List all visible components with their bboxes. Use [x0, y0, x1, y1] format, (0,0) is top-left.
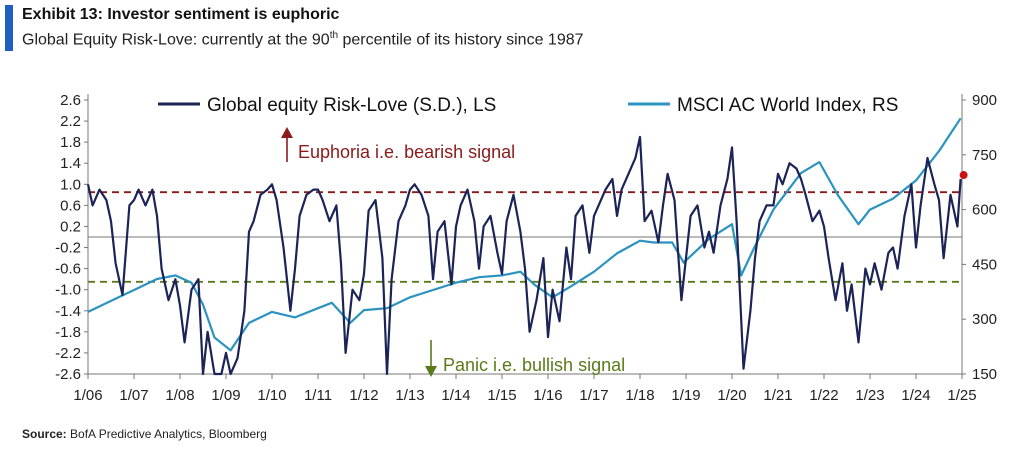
- panic-arrow-down-icon: [425, 366, 437, 377]
- left-tick-label: -1.0: [55, 282, 81, 299]
- x-tick-label: 1/10: [257, 387, 286, 404]
- chart-title: Exhibit 13: Investor sentiment is euphor…: [22, 6, 340, 23]
- source-text: BofA Predictive Analytics, Bloomberg: [66, 427, 267, 441]
- source-label: Source:: [22, 427, 67, 441]
- panic-annotation: Panic i.e. bullish signal: [443, 355, 625, 375]
- risk-love-series-line: [86, 135, 962, 376]
- current-value-dot: [959, 171, 968, 180]
- x-tick-label: 1/06: [73, 387, 102, 404]
- legend-label-msci: MSCI AC World Index, RS: [677, 95, 898, 116]
- msci-world-series-line: [87, 117, 962, 352]
- left-tick-label: 1.8: [60, 134, 81, 151]
- chart-subtitle: Global Equity Risk-Love: currently at th…: [22, 30, 584, 49]
- euphoria-arrow-up-icon: [281, 127, 293, 138]
- x-tick-label: 1/25: [947, 387, 976, 404]
- right-tick-label: 300: [972, 311, 997, 328]
- chart-axes: 2.6 2.2 1.8 1.4 1.0 0.6 0.2 -0.2 -0.6 -1.0 -1.4 -1.…: [55, 92, 997, 404]
- x-tick-label: 1/21: [763, 387, 792, 404]
- left-tick-label: 2.2: [60, 113, 81, 130]
- right-tick-label: 900: [972, 92, 997, 109]
- x-tick-label: 1/09: [211, 387, 240, 404]
- right-tick-label: 600: [972, 202, 997, 219]
- right-tick-label: 150: [972, 366, 997, 383]
- legend-label-risk-love: Global equity Risk-Love (S.D.), LS: [207, 95, 496, 116]
- x-tick-label: 1/24: [901, 387, 930, 404]
- source-note: Source: BofA Predictive Analytics, Bloom…: [22, 427, 267, 441]
- left-tick-label: -0.6: [55, 261, 81, 278]
- x-tick-label: 1/13: [395, 387, 424, 404]
- x-tick-label: 1/08: [165, 387, 194, 404]
- x-tick-label: 1/12: [349, 387, 378, 404]
- subtitle-superscript: th: [329, 30, 339, 41]
- chart-legend: Global equity Risk-Love (S.D.), LS MSCI A…: [158, 95, 898, 116]
- left-tick-label: -2.2: [55, 345, 81, 362]
- x-tick-label: 1/23: [855, 387, 884, 404]
- left-tick-label: -2.6: [55, 366, 81, 383]
- subtitle-tail: percentile of its history since 1987: [338, 31, 584, 49]
- right-tick-label: 450: [972, 256, 997, 273]
- left-tick-label: 0.2: [60, 218, 81, 235]
- left-tick-label: -1.8: [55, 324, 81, 341]
- chart-annotations: Euphoria i.e. bearish signal Panic i.e. b…: [281, 127, 625, 377]
- left-tick-label: 2.6: [60, 92, 81, 109]
- x-tick-label: 1/16: [533, 387, 562, 404]
- x-tick-label: 1/22: [809, 387, 838, 404]
- x-tick-label: 1/07: [119, 387, 148, 404]
- x-tick-label: 1/15: [487, 387, 516, 404]
- right-tick-label: 750: [972, 147, 997, 164]
- x-tick-label: 1/11: [304, 387, 332, 404]
- left-tick-label: 1.0: [60, 176, 81, 193]
- left-tick-label: 0.6: [60, 197, 81, 214]
- series-layer: [86, 117, 968, 376]
- x-tick-label: 1/17: [579, 387, 608, 404]
- x-tick-label: 1/14: [441, 387, 470, 404]
- x-tick-label: 1/18: [625, 387, 654, 404]
- x-tick-label: 1/20: [717, 387, 746, 404]
- subtitle-main: Global Equity Risk-Love: currently at th…: [22, 31, 330, 49]
- euphoria-annotation: Euphoria i.e. bearish signal: [298, 142, 515, 162]
- left-tick-label: -1.4: [55, 303, 81, 320]
- x-tick-label: 1/19: [671, 387, 700, 404]
- title-accent-bar: [5, 5, 13, 51]
- left-tick-label: -0.2: [55, 240, 81, 257]
- left-tick-label: 1.4: [60, 155, 81, 172]
